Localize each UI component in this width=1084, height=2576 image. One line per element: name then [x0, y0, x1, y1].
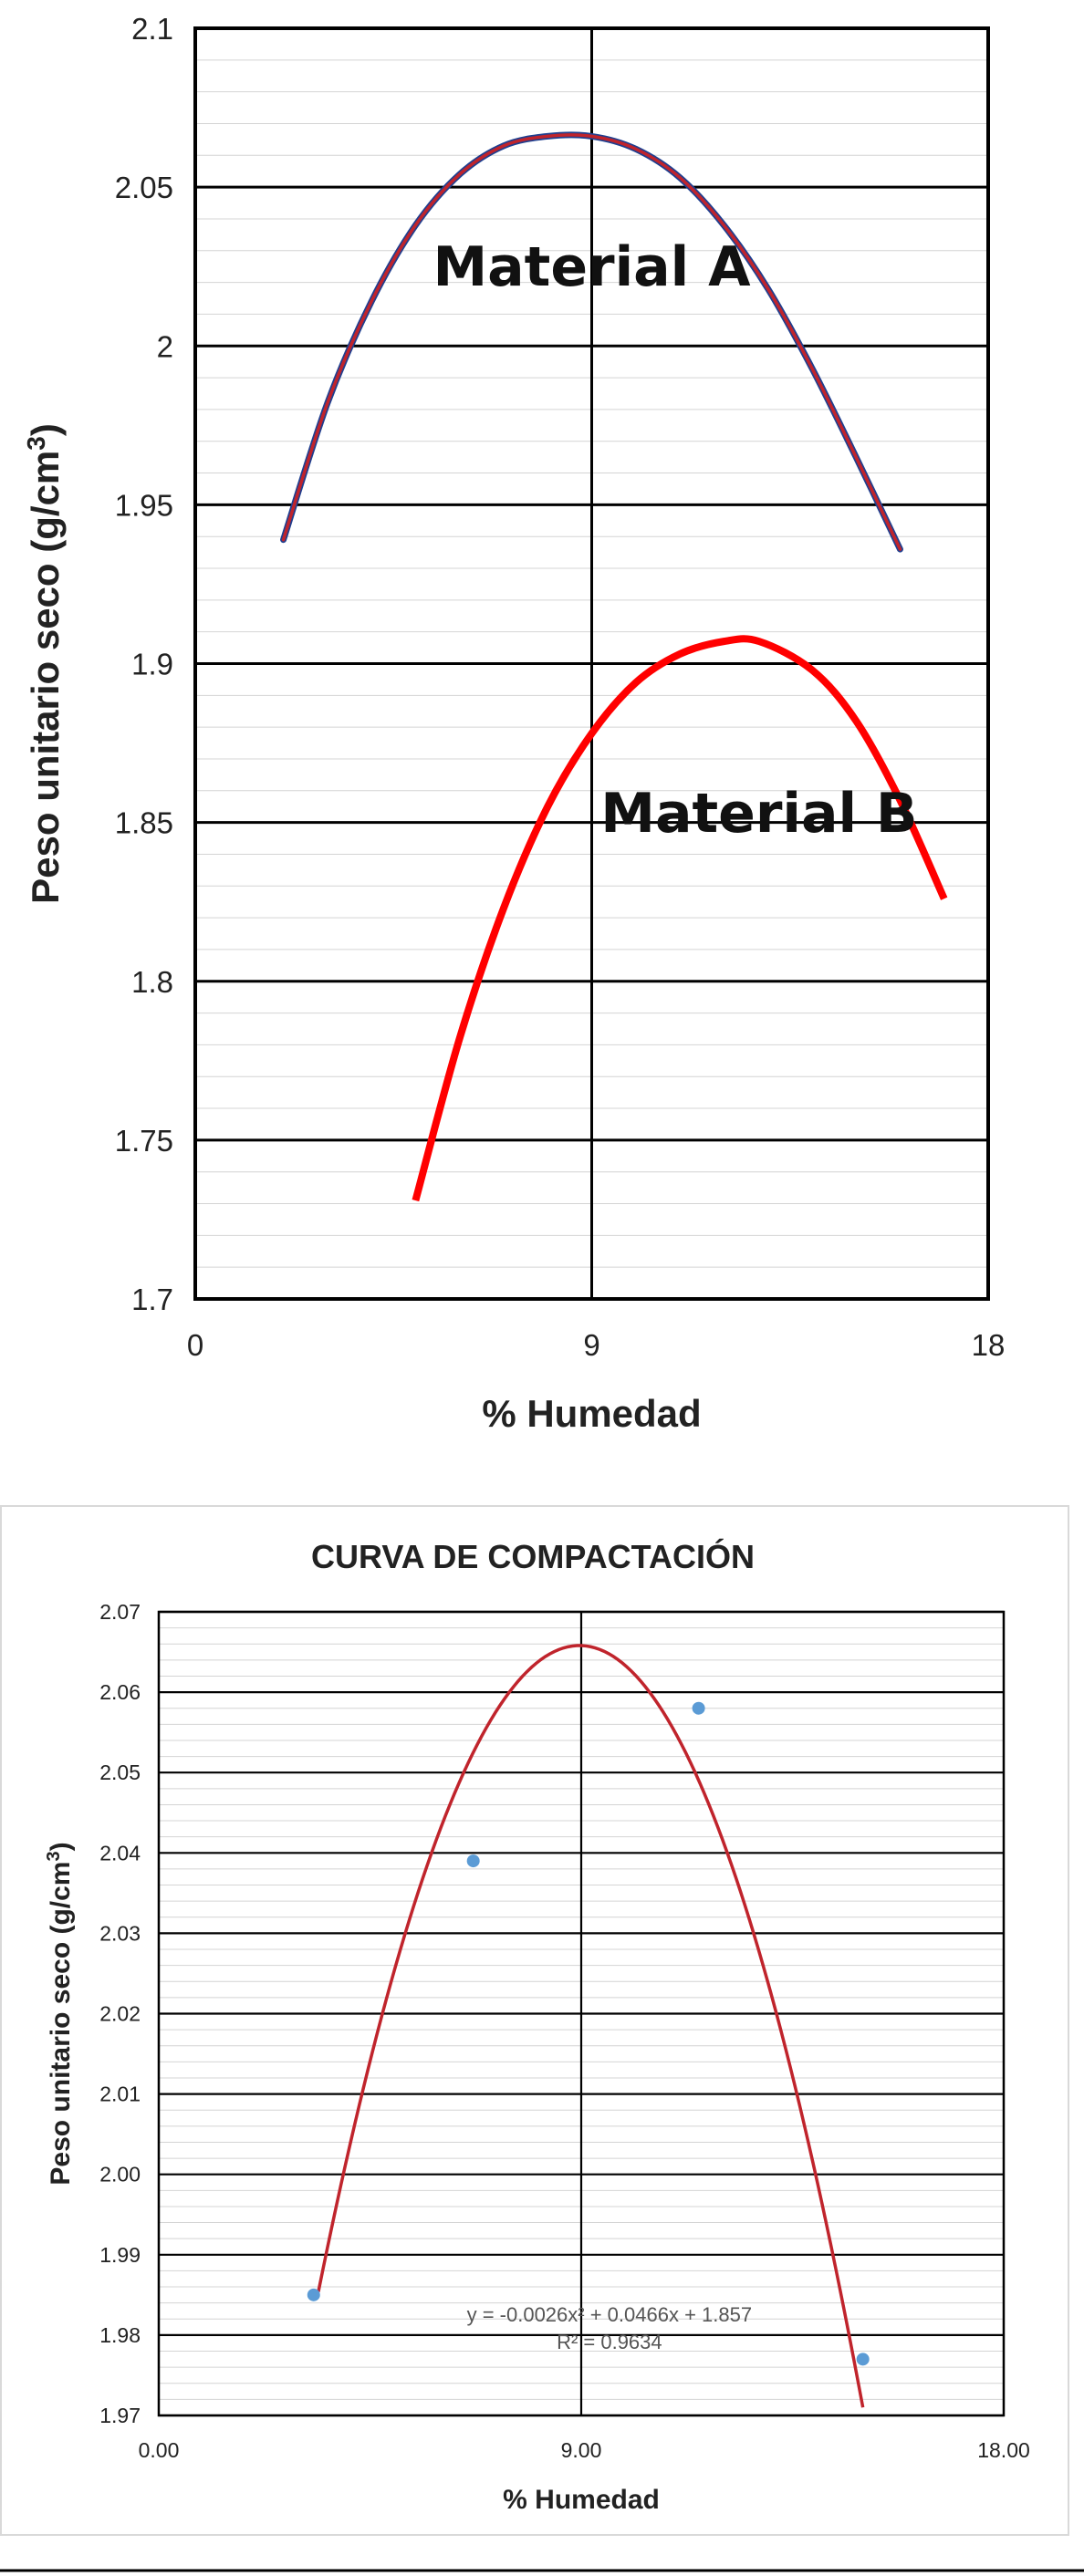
plot-frame	[157, 1610, 1006, 2417]
y-axis-label: Peso unitario seco (g/cm3)	[22, 423, 68, 904]
y-tick-label: 2.06	[99, 1680, 141, 1704]
chart-border	[0, 1505, 1069, 2536]
y-tick-label: 2.04	[99, 1841, 141, 1864]
y-tick-label: 2.1	[131, 12, 173, 46]
y-tick-label: 1.8	[131, 965, 173, 999]
x-tick-label: 0	[187, 1328, 203, 1362]
chart-material-a-b: 1.7 1.75 1.8 1.85 1.9 1.95 2 2.05 2.1 0 9 18 % Humed…	[22, 12, 1006, 1435]
y-tick-label: 2.01	[99, 2083, 141, 2106]
chart-curva-de-compactacion: CURVA DE COMPACTACIÓN 1.97 1.98 1.99 2.00 2.0…	[0, 1505, 1084, 2572]
y-tick-label: 1.99	[99, 2243, 141, 2267]
y-tick-label: 1.7	[131, 1283, 173, 1316]
y-tick-label: 2.02	[99, 2002, 141, 2026]
y-tick-label: 1.85	[115, 806, 173, 840]
x-axis-label: % Humedad	[482, 1392, 701, 1435]
x-tick-label: 18.00	[977, 2438, 1030, 2462]
trendline-polynomial	[317, 1644, 865, 2408]
x-axis-label: % Humedad	[503, 2485, 660, 2515]
trendline-equation: y = -0.0026x² + 0.0466x + 1.857	[467, 2303, 753, 2326]
y-tick-label: 1.98	[99, 2323, 141, 2347]
series-line-material-b	[412, 635, 948, 1202]
y-axis-label: Peso unitario seco (g/cm3)	[44, 1842, 76, 2185]
y-tick-label: 2.05	[99, 1761, 141, 1784]
y-tick-label: 1.95	[115, 488, 173, 522]
chart-title: CURVA DE COMPACTACIÓN	[311, 1537, 755, 1575]
trendline-r-squared: R² = 0.9634	[557, 2331, 662, 2353]
plot-frame	[193, 26, 990, 1301]
data-point	[307, 2288, 320, 2301]
y-tick-label: 1.97	[99, 2404, 141, 2427]
y-tick-label: 1.9	[131, 648, 173, 681]
x-tick-label: 9	[583, 1328, 599, 1362]
x-tick-label: 9.00	[561, 2438, 602, 2462]
y-tick-label: 2.03	[99, 1921, 141, 1945]
data-point	[466, 1854, 480, 1868]
series-annotation: Material B	[600, 782, 917, 846]
data-point	[692, 1701, 705, 1715]
series-line-material-a	[281, 133, 902, 551]
y-tick-label: 2.05	[115, 171, 173, 204]
series-annotation: Material A	[433, 235, 751, 299]
x-tick-label: 18	[972, 1328, 1006, 1362]
y-tick-label: 2.07	[99, 1600, 141, 1624]
y-tick-label: 1.75	[115, 1124, 173, 1158]
x-tick-label: 0.00	[139, 2438, 180, 2462]
y-tick-label: 2.00	[99, 2163, 141, 2186]
data-point	[856, 2353, 870, 2366]
y-tick-label: 2	[157, 329, 173, 363]
